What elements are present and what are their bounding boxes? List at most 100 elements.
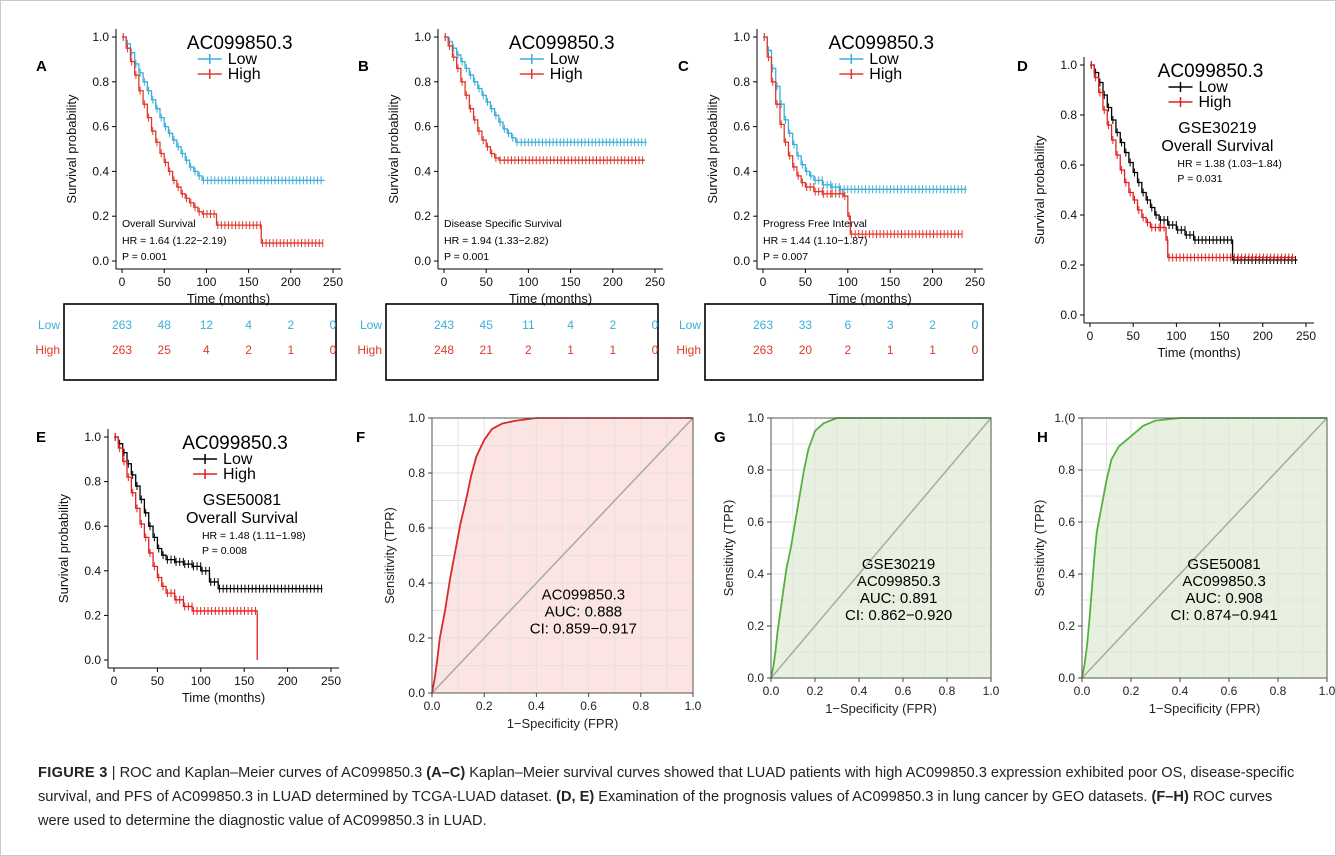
risk-count: 1 bbox=[287, 343, 294, 357]
risk-count: 12 bbox=[200, 318, 214, 332]
caption-ref-d-e: (D, E) bbox=[556, 789, 595, 805]
annotation-endpoint: Overall Survival bbox=[122, 218, 196, 230]
plot-frame bbox=[431, 417, 694, 694]
risk-count: 0 bbox=[652, 318, 659, 332]
y-tick-label: 0.8 bbox=[92, 75, 109, 89]
risk-count: 3 bbox=[887, 318, 894, 332]
gene-title: AC099850.3 bbox=[509, 33, 615, 54]
x-tick-label: 200 bbox=[1253, 329, 1273, 343]
risk-count: 1 bbox=[887, 343, 894, 357]
roc-text-3: CI: 0.862−0.920 bbox=[845, 607, 952, 624]
x-tick-label: 0.2 bbox=[807, 684, 824, 698]
y-tick-label: 0.2 bbox=[1060, 258, 1077, 272]
y-tick-label: 0.8 bbox=[84, 475, 101, 489]
gene-title: AC099850.3 bbox=[828, 33, 934, 54]
x-tick-label: 100 bbox=[191, 674, 211, 688]
y-tick-label: 1.0 bbox=[408, 411, 425, 425]
legend-low: Low bbox=[1199, 79, 1229, 96]
chance-diagonal bbox=[1081, 417, 1328, 679]
km-panel-e: E 0.0 0.2 0.4 0.6 0.8 1.0 0 50 100 150 200 250 Time (… bbox=[36, 429, 341, 705]
chance-diagonal bbox=[431, 417, 694, 694]
y-tick-label: 0.8 bbox=[733, 75, 750, 89]
risk-count: 263 bbox=[112, 343, 132, 357]
x-tick-label: 50 bbox=[1127, 329, 1141, 343]
annotation-endpoint: Progress Free Interval bbox=[763, 218, 867, 230]
annotation-endpoint: Overall Survival bbox=[1161, 138, 1273, 155]
plot-frame bbox=[770, 417, 992, 679]
roc-curve bbox=[1081, 417, 1327, 679]
risk-count: 1 bbox=[929, 343, 936, 357]
y-tick-label: 0.4 bbox=[747, 567, 764, 581]
risk-count: 4 bbox=[245, 318, 252, 332]
x-axis-label: Time (months) bbox=[828, 291, 911, 306]
risk-count: 263 bbox=[753, 343, 773, 357]
y-tick-label: 0.0 bbox=[408, 686, 425, 700]
y-tick-label: 0.6 bbox=[747, 515, 764, 529]
roc-text-0: AC099850.3 bbox=[542, 587, 625, 604]
risk-count: 1 bbox=[567, 343, 574, 357]
annotation-endpoint: Overall Survival bbox=[186, 510, 298, 527]
risk-count: 48 bbox=[158, 318, 172, 332]
y-tick-label: 0.0 bbox=[1058, 671, 1075, 685]
y-tick-label: 0.2 bbox=[414, 209, 431, 223]
panel-letter: G bbox=[714, 429, 726, 446]
x-tick-label: 100 bbox=[196, 275, 216, 289]
y-tick-label: 0.2 bbox=[408, 631, 425, 645]
roc-curve bbox=[770, 417, 991, 679]
x-tick-label: 200 bbox=[603, 275, 623, 289]
plot-frame bbox=[1081, 417, 1328, 679]
x-tick-label: 1.0 bbox=[685, 699, 702, 713]
roc-text-2: AUC: 0.908 bbox=[1185, 590, 1263, 607]
y-tick-label: 0.2 bbox=[747, 619, 764, 633]
risk-count: 0 bbox=[972, 343, 979, 357]
y-axis-label: Sensitivity (TPR) bbox=[382, 507, 397, 604]
risk-count: 2 bbox=[929, 318, 936, 332]
x-tick-label: 0.0 bbox=[1074, 684, 1091, 698]
risk-row-label: Low bbox=[360, 318, 382, 332]
x-axis-label: Time (months) bbox=[182, 690, 265, 705]
x-axis-label: 1−Specificity (FPR) bbox=[825, 701, 937, 716]
x-axis-label: Time (months) bbox=[1157, 345, 1240, 360]
legend-high: High bbox=[869, 66, 902, 83]
risk-count: 1 bbox=[609, 343, 616, 357]
x-tick-label: 100 bbox=[838, 275, 858, 289]
y-tick-label: 0.4 bbox=[414, 164, 431, 178]
x-axis-label: 1−Specificity (FPR) bbox=[1149, 701, 1261, 716]
x-axis-label: Time (months) bbox=[509, 291, 592, 306]
panel-letter: E bbox=[36, 429, 46, 446]
annotation-p: P = 0.008 bbox=[202, 545, 247, 557]
survival-curve-high bbox=[1090, 64, 1296, 259]
risk-count: 263 bbox=[753, 318, 773, 332]
x-tick-label: 50 bbox=[158, 275, 172, 289]
x-axis-label: 1−Specificity (FPR) bbox=[507, 716, 619, 731]
annotation-hr: HR = 1.64 (1.22−2.19) bbox=[122, 235, 226, 247]
roc-text-0: GSE30219 bbox=[862, 556, 935, 573]
risk-row-label: Low bbox=[679, 318, 701, 332]
x-tick-label: 50 bbox=[480, 275, 494, 289]
x-tick-label: 0 bbox=[1087, 329, 1094, 343]
y-tick-label: 0.8 bbox=[414, 75, 431, 89]
annotation-dataset: GSE50081 bbox=[203, 492, 281, 509]
x-tick-label: 150 bbox=[561, 275, 581, 289]
y-tick-label: 1.0 bbox=[84, 430, 101, 444]
x-tick-label: 50 bbox=[151, 674, 165, 688]
roc-text-1: AUC: 0.888 bbox=[545, 604, 623, 621]
legend-high: High bbox=[223, 466, 256, 483]
y-axis-label: Survival probability bbox=[56, 493, 71, 603]
risk-table bbox=[385, 303, 659, 381]
caption-text-3: ROC curves were used to determine the di… bbox=[38, 789, 1273, 829]
figure-caption: FIGURE 3 | ROC and Kaplan–Meier curves o… bbox=[38, 761, 1308, 833]
legend-high: High bbox=[228, 66, 261, 83]
risk-count: 2 bbox=[525, 343, 532, 357]
roc-panel-g: G 0.0 0.2 0.4 0.6 0.8 1.0 0.0 0.2 0.4 0.6 0.8 1.0 1−S… bbox=[714, 411, 1000, 716]
y-tick-label: 0.4 bbox=[1060, 208, 1077, 222]
y-tick-label: 1.0 bbox=[733, 30, 750, 44]
y-tick-label: 1.0 bbox=[92, 30, 109, 44]
y-tick-label: 0.4 bbox=[408, 576, 425, 590]
km-panel-d: D 0.0 0.2 0.4 0.6 0.8 1.0 0 50 100 150 200 250 Time (… bbox=[1017, 57, 1316, 360]
risk-count: 0 bbox=[972, 318, 979, 332]
risk-count: 45 bbox=[480, 318, 494, 332]
